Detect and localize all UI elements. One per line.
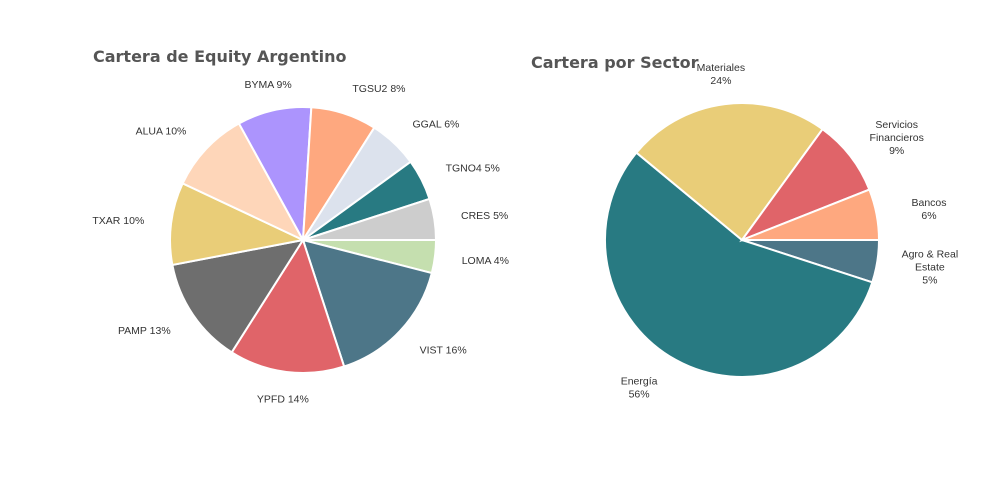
slice-label-materiales: Materiales 24%: [697, 62, 745, 87]
slice-label-bancos: Bancos 6%: [911, 197, 946, 222]
pie-slice-ypfd: [230, 237, 346, 374]
chart-title-sector: Cartera por Sector: [531, 53, 699, 72]
chart-title-equity: Cartera de Equity Argentino: [93, 47, 346, 66]
slice-label-txar: TXAR 10%: [92, 215, 144, 227]
slice-label-pamp: PAMP 13%: [118, 325, 171, 337]
equity-slices: [169, 106, 438, 374]
slice-label-agro-real-estate: Agro & Real Estate 5%: [902, 248, 959, 286]
slice-label-servicios-financieros: Servicios Financieros 9%: [870, 119, 924, 157]
sector-pie-chart: Cartera por Sector Agro & Real Estate 5% En…: [531, 53, 958, 401]
equity-labels: LOMA 4% VIST 16% YPFD 14% PAMP 13% TXAR 10% A…: [92, 79, 509, 406]
slice-label-cres: CRES 5%: [461, 210, 508, 222]
slice-label-ypfd: YPFD 14%: [257, 394, 309, 406]
pie-slice-txar: [169, 182, 307, 267]
slice-label-loma: LOMA 4%: [462, 255, 509, 267]
slice-label-vist: VIST 16%: [420, 345, 467, 357]
slice-label-tgno4: TGNO4 5%: [446, 162, 500, 174]
pie-slice-cres: [302, 197, 438, 241]
slice-label-byma: BYMA 9%: [244, 79, 291, 91]
slice-label-tgsu2: TGSU2 8%: [352, 83, 405, 95]
pie-slice-vist: [301, 238, 434, 368]
pie-slice-alua: [181, 122, 306, 243]
sector-labels: Agro & Real Estate 5% Energía 56% Materiales 2…: [621, 62, 959, 401]
sector-slices: [604, 102, 881, 378]
equity-pie-chart: Cartera de Equity Argentino LOMA 4% VIST …: [92, 47, 509, 406]
pie-slice-materiales: [635, 102, 824, 242]
pie-slice-bancos: [741, 188, 881, 241]
pie-slice-pamp: [171, 238, 306, 354]
slice-label-ggal: GGAL 6%: [413, 118, 460, 130]
pie-slice-energia: [604, 151, 874, 378]
slice-label-alua: ALUA 10%: [136, 126, 187, 138]
slice-label-energia: Energía 56%: [621, 376, 658, 401]
